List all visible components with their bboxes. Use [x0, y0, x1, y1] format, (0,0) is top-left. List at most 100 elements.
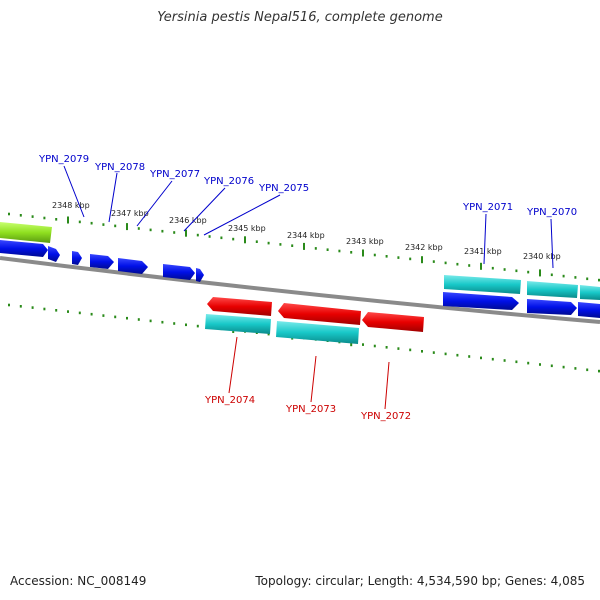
major-tick [244, 236, 246, 244]
gene-label-ypn-2073: YPN_2073 [285, 404, 336, 415]
minor-tick [220, 236, 223, 240]
accession-text: Accession: NC_008149 [10, 574, 147, 588]
minor-tick [267, 332, 270, 336]
minor-tick [314, 247, 317, 250]
minor-tick [255, 240, 258, 243]
minor-tick [598, 369, 600, 373]
leader-line [108, 172, 118, 223]
minor-tick [385, 346, 388, 349]
minor-tick [8, 212, 10, 216]
scale-labels: 2348 kbp 2347 kbp 2346 kbp 2345 kbp 2344 kbp… [52, 201, 561, 261]
minor-tick [19, 214, 22, 217]
minor-tick [503, 268, 506, 271]
minor-tick [409, 257, 412, 261]
leader-line [483, 213, 487, 265]
minor-tick [291, 244, 294, 247]
forward-cds-arrow [196, 268, 204, 282]
forward-cds-arrow [578, 302, 600, 318]
minor-tick [67, 310, 69, 313]
reverse-cds-arrow [362, 312, 424, 332]
minor-tick [491, 357, 494, 361]
minor-tick [586, 277, 589, 281]
scale-label: 2347 kbp [111, 209, 149, 218]
minor-tick [456, 262, 459, 266]
map-title: Yersinia pestis Nepal516, complete genom… [157, 10, 443, 25]
gene-label-ypn-2077: YPN_2077 [149, 169, 200, 180]
rna-gene-bar [527, 281, 578, 298]
scale-label: 2342 kbp [405, 243, 443, 252]
major-tick [480, 262, 482, 270]
minor-tick [385, 255, 388, 258]
scale-label: 2343 kbp [346, 237, 384, 246]
minor-tick [550, 273, 553, 277]
gene-label-ypn-2070: YPN_2070 [526, 207, 577, 218]
minor-tick [149, 228, 152, 232]
minor-tick [373, 344, 376, 348]
minor-tick [444, 352, 447, 356]
scale-label: 2348 kbp [52, 201, 90, 210]
minor-tick [503, 359, 506, 362]
forward-cds-arrow [0, 240, 48, 257]
minor-tick [373, 253, 376, 257]
minor-tick [586, 368, 589, 372]
minor-tick [126, 316, 128, 320]
minor-tick [55, 218, 58, 221]
minor-tick [78, 311, 81, 315]
reverse-cds-arrow [207, 297, 272, 316]
gene-label-ypn-2074: YPN_2074 [204, 395, 255, 406]
minor-tick [421, 350, 423, 353]
leader-line [228, 336, 238, 394]
minor-tick [326, 248, 329, 251]
minor-tick [456, 353, 459, 357]
minor-tick [397, 256, 400, 259]
minor-tick [43, 307, 46, 311]
minor-tick [562, 274, 565, 278]
gene-label-ypn-2076: YPN_2076 [203, 176, 254, 187]
minor-tick [173, 231, 176, 234]
feature-bars [0, 222, 600, 344]
major-tick [421, 256, 423, 264]
minor-tick [267, 241, 270, 245]
minor-tick [468, 355, 471, 358]
minor-tick [90, 312, 93, 316]
minor-tick [350, 251, 353, 254]
forward-cds-arrow [118, 258, 148, 274]
minor-tick [338, 249, 341, 253]
topology-text: Topology: circular; Length: 4,534,590 bp… [255, 574, 585, 588]
minor-tick [43, 216, 46, 220]
leader-line [183, 187, 226, 232]
major-tick [185, 229, 187, 237]
minor-tick [562, 365, 565, 369]
scale-label: 2344 kbp [287, 231, 325, 240]
gene-label-ypn-2071: YPN_2071 [462, 202, 513, 213]
forward-cds-arrow [163, 264, 195, 280]
minor-tick [279, 243, 282, 246]
scale-label: 2341 kbp [464, 247, 502, 256]
minor-tick [31, 215, 34, 218]
minor-tick [432, 351, 435, 354]
minor-tick [8, 303, 10, 307]
minor-tick [574, 367, 577, 370]
minor-tick [515, 360, 518, 364]
genome-backbone [0, 256, 600, 324]
reverse-cds-arrow [278, 303, 361, 325]
leader-line [136, 180, 173, 227]
minor-tick [362, 343, 364, 346]
minor-tick [515, 269, 518, 273]
top-gene-labels: YPN_2079 YPN_2078 YPN_2077 YPN_2076 YPN_… [38, 154, 577, 269]
misc-feature-bar [0, 222, 52, 243]
minor-tick [232, 237, 235, 241]
gene-label-ypn-2075: YPN_2075 [258, 183, 309, 194]
minor-tick [55, 309, 58, 312]
minor-tick [161, 320, 164, 324]
minor-tick [149, 319, 152, 323]
bottom-gene-labels: YPN_2074 YPN_2073 YPN_2072 [204, 336, 411, 422]
minor-tick [161, 229, 164, 233]
forward-cds-arrow [72, 251, 82, 265]
minor-tick [550, 364, 553, 368]
scale-label: 2340 kbp [523, 252, 561, 261]
rna-gene-bar [276, 321, 359, 344]
major-tick [362, 249, 364, 257]
major-tick [303, 242, 305, 250]
